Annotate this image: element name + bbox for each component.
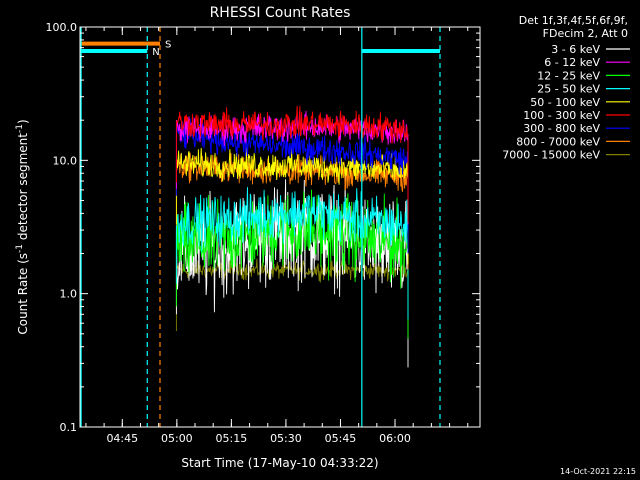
y-axis-label-part: Count Rate (s bbox=[16, 253, 30, 335]
legend-label: 12 - 25 keV bbox=[537, 69, 600, 82]
legend-label: 100 - 300 keV bbox=[523, 109, 600, 122]
series-line-12-25keV bbox=[175, 189, 409, 339]
flag-label: N bbox=[152, 47, 159, 58]
series-line-7000-15000keV bbox=[175, 258, 409, 334]
y-axis-label-part: ) bbox=[16, 119, 30, 124]
y-tick-label: 100.0 bbox=[46, 21, 78, 34]
tick-labels: 0.1 1.0 10.0 100.0 04:45 05:00 05:15 05:30 05:45… bbox=[46, 21, 411, 445]
x-tick-label: 05:30 bbox=[270, 432, 302, 445]
series-line-25-50keV bbox=[175, 187, 409, 320]
legend-label: 6 - 12 keV bbox=[544, 56, 600, 69]
x-tick-label: 05:45 bbox=[325, 432, 357, 445]
y-tick-label: 0.1 bbox=[60, 421, 78, 434]
x-tick-label: 06:00 bbox=[379, 432, 411, 445]
legend-label: 50 - 100 keV bbox=[530, 96, 600, 109]
legend-header-line: FDecim 2, Att 0 bbox=[543, 27, 628, 40]
x-axis-label: Start Time (17-May-10 04:33:22) bbox=[181, 456, 378, 470]
x-tick-label: 05:00 bbox=[161, 432, 193, 445]
legend-label: 300 - 800 keV bbox=[523, 122, 600, 135]
legend-label: 7000 - 15000 keV bbox=[502, 149, 600, 162]
y-tick-label: 1.0 bbox=[60, 288, 78, 301]
flag-label: S bbox=[165, 40, 171, 51]
y-axis-label-part: detector segment bbox=[16, 133, 30, 244]
legend-label: 800 - 7000 keV bbox=[516, 135, 600, 148]
y-tick-label: 10.0 bbox=[53, 154, 78, 167]
y-axis-label-superscript: -1 bbox=[15, 124, 25, 133]
legend-header-line: Det 1f,3f,4f,5f,6f,9f, bbox=[519, 14, 628, 27]
series-lines bbox=[175, 105, 409, 368]
x-tick-label: 04:45 bbox=[106, 432, 138, 445]
flag-annotations: SN bbox=[80, 27, 441, 427]
y-axis-label-superscript: -1 bbox=[15, 244, 25, 253]
legend: Det 1f,3f,4f,5f,6f,9f, FDecim 2, Att 0 3… bbox=[502, 14, 630, 162]
series-line-100-300keV bbox=[175, 105, 409, 223]
series-line-50-100keV bbox=[175, 147, 409, 265]
legend-label: 25 - 50 keV bbox=[537, 83, 600, 96]
x-tick-label: 05:15 bbox=[216, 432, 248, 445]
generation-timestamp: 14-Oct-2021 22:15 bbox=[560, 467, 636, 476]
axis-ticks bbox=[80, 26, 480, 428]
chart-title: RHESSI Count Rates bbox=[210, 5, 351, 21]
y-axis-label: Count Rate (s-1 detector segment-1) bbox=[15, 119, 30, 334]
plot-frame bbox=[79, 26, 481, 428]
legend-label: 3 - 6 keV bbox=[551, 43, 600, 56]
